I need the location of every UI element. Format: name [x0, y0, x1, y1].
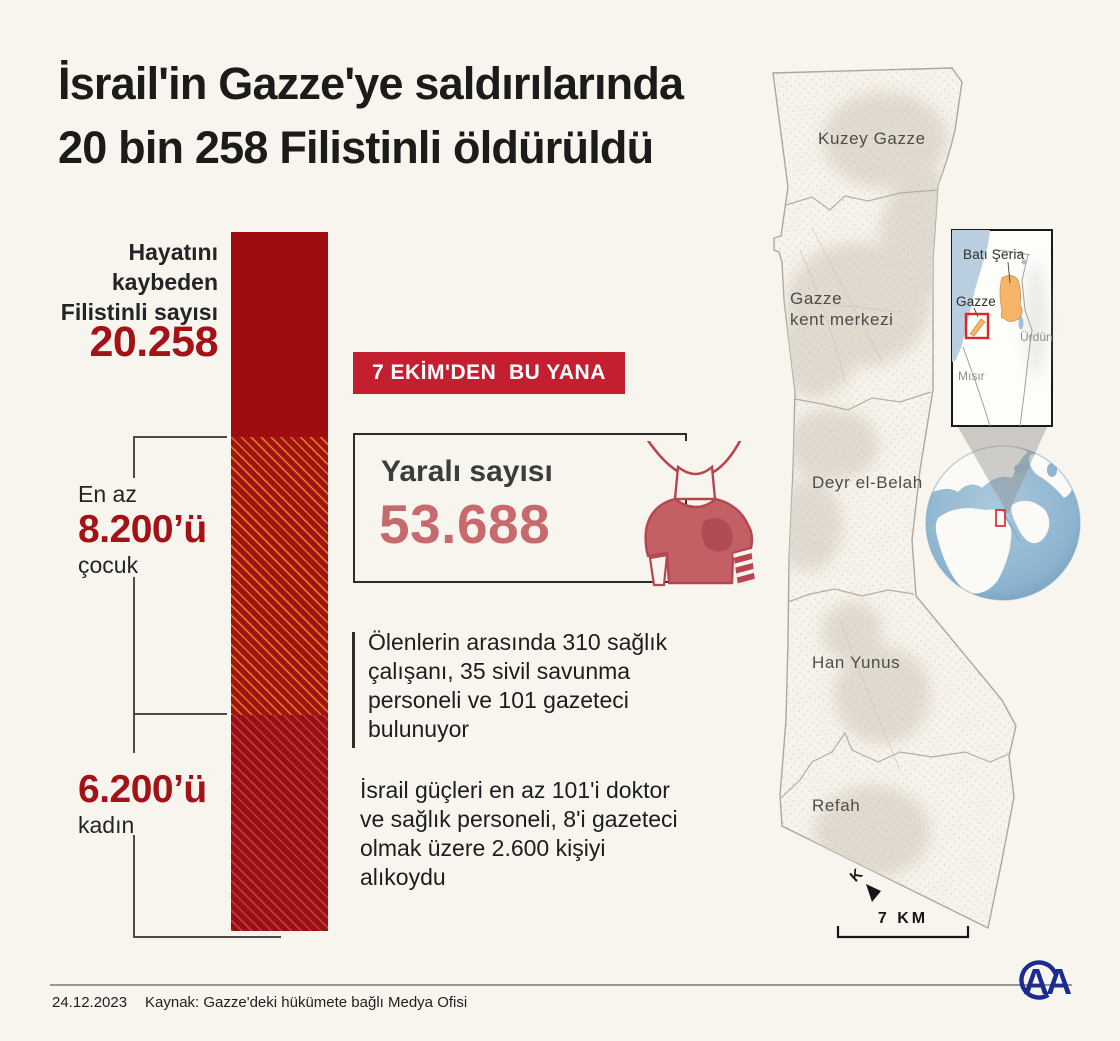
women-stat: 6.200’ü kadın [78, 768, 207, 839]
children-suffix: çocuk [78, 551, 139, 578]
locator-cone [958, 427, 1047, 514]
district-borders [780, 189, 1012, 799]
children-value: 8.200’ü [78, 507, 207, 551]
page-title: İsrail'in Gazze'ye saldırılarında 20 bin… [58, 58, 684, 174]
children-prefix: En az [78, 481, 137, 507]
deaths-label: Hayatını kaybeden Filistinli sayısı [60, 239, 218, 325]
inset-gaza-sliver [969, 318, 986, 337]
footer-source: Kaynak: Gazze'deki hükümete bağlı Medya … [145, 994, 468, 1011]
deaths-value: 20.258 [89, 318, 218, 366]
injured-value: 53.688 [379, 493, 551, 555]
bar-segment-children [231, 437, 328, 715]
scale-label: 7 KM [877, 910, 929, 927]
women-suffix: kadın [78, 811, 135, 838]
bracket-tick-top [133, 436, 227, 438]
aa-logo: AA [1019, 960, 1075, 1002]
globe-icon [925, 445, 1081, 601]
region-label-kuzey-gazze: Kuzey Gazze [818, 129, 926, 148]
region-label-refah: Refah [812, 796, 861, 815]
fact-detained-detail: İsrail güçleri en az 101'i doktor ve sağ… [360, 777, 678, 890]
bracket-vertical-3 [133, 835, 135, 938]
bracket-tick-middle [133, 713, 227, 715]
north-arrow-icon [866, 884, 881, 902]
children-stat: En az 8.200’ü çocuk [78, 481, 207, 578]
bracket-tick-bottom [133, 936, 281, 938]
scale-bar [836, 926, 970, 939]
injured-person-icon [644, 441, 755, 587]
inset-borders [962, 249, 1033, 427]
inset-leader-lines [973, 261, 1011, 318]
period-badge: 7 EKİM'DEN BU YANA [353, 352, 625, 394]
region-label-gazze-kent-merkezi: Gazze kent merkezi [790, 289, 894, 330]
inset-sea [952, 230, 990, 362]
inset-label-jordan: Ürdün [1020, 330, 1053, 344]
inset-label-egypt: Mısır [958, 369, 985, 383]
bracket-vertical-2 [133, 577, 135, 753]
women-value: 6.200’ü [78, 768, 207, 811]
deaths-stacked-bar [231, 232, 328, 931]
aa-logo-text: AA [1023, 961, 1072, 1002]
bar-segment-other [231, 232, 328, 437]
fact-rule [352, 632, 355, 748]
footer-divider [50, 984, 1072, 986]
injured-label: Yaralı sayısı [381, 455, 553, 488]
fact-deaths-detail: Ölenlerin arasında 310 sağlık çalışanı, … [368, 629, 668, 742]
inset-label-gaza: Gazze [956, 294, 997, 309]
inset-label-west-bank: Batı Şeria [963, 247, 1025, 262]
region-label-han-yunus: Han Yunus [812, 653, 901, 672]
inset-west-bank [999, 275, 1023, 322]
inset-map [951, 229, 1053, 427]
region-label-deyr-el-belah: Deyr el-Belah [812, 473, 923, 492]
globe-gaza-highlight-box [995, 509, 1006, 527]
roads [791, 227, 903, 771]
bracket-vertical-1 [133, 436, 135, 478]
footer-date: 24.12.2023 [52, 994, 128, 1011]
bar-segment-women [231, 715, 328, 931]
